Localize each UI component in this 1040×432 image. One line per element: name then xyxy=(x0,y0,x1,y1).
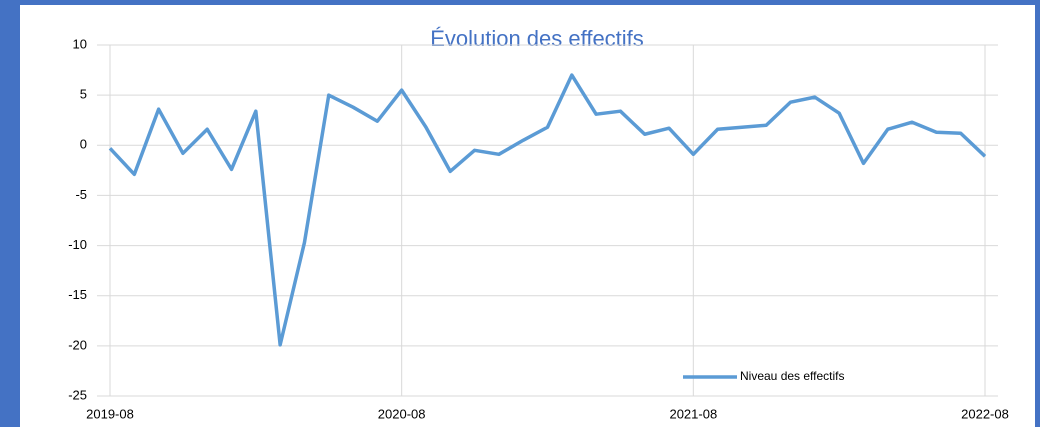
x-tick-label: 2021-08 xyxy=(669,406,717,421)
y-tick-label: -10 xyxy=(68,237,87,252)
chart-title: Évolution des effectifs xyxy=(430,26,644,51)
data-line xyxy=(108,73,987,347)
y-tick-label: -5 xyxy=(75,187,87,202)
y-tick-label: -25 xyxy=(68,387,87,402)
y-tick-label: -15 xyxy=(68,287,87,302)
panel xyxy=(20,5,1035,427)
y-tick-label: 10 xyxy=(73,36,87,51)
x-tick-label: 2019-08 xyxy=(86,406,134,421)
y-tick-label: -20 xyxy=(68,337,87,352)
x-tick-label: 2020-08 xyxy=(378,406,426,421)
legend-label: Niveau des effectifs xyxy=(740,369,845,383)
y-tick-label: 0 xyxy=(80,137,87,152)
x-tick-label: 2022-08 xyxy=(961,406,1009,421)
y-tick-label: 5 xyxy=(80,87,87,102)
